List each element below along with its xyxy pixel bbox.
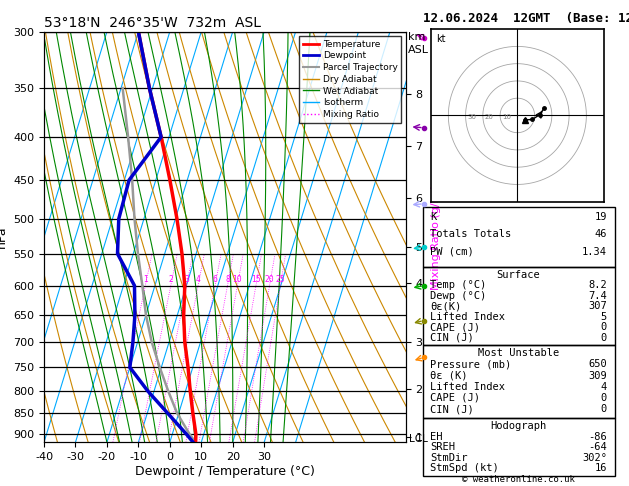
- Text: -86: -86: [588, 432, 607, 441]
- Text: 15: 15: [251, 275, 261, 284]
- Text: 10: 10: [233, 275, 242, 284]
- Text: 8.2: 8.2: [588, 280, 607, 290]
- Text: 19: 19: [594, 212, 607, 222]
- Text: kt: kt: [437, 35, 446, 44]
- Text: 1.34: 1.34: [582, 246, 607, 257]
- Text: Totals Totals: Totals Totals: [430, 229, 511, 239]
- Text: 307: 307: [588, 301, 607, 311]
- Text: 5: 5: [601, 312, 607, 322]
- Text: CIN (J): CIN (J): [430, 332, 474, 343]
- Text: θε (K): θε (K): [430, 370, 468, 381]
- Text: 3: 3: [184, 275, 189, 284]
- Text: θε(K): θε(K): [430, 301, 462, 311]
- Text: StmSpd (kt): StmSpd (kt): [430, 463, 499, 473]
- Text: Most Unstable: Most Unstable: [478, 348, 559, 358]
- Text: Hodograph: Hodograph: [491, 421, 547, 431]
- Text: 302°: 302°: [582, 452, 607, 463]
- Text: PW (cm): PW (cm): [430, 246, 474, 257]
- Text: LCL: LCL: [409, 434, 428, 444]
- Text: 6: 6: [213, 275, 218, 284]
- Text: CAPE (J): CAPE (J): [430, 322, 481, 332]
- Text: EH: EH: [430, 432, 443, 441]
- Legend: Temperature, Dewpoint, Parcel Trajectory, Dry Adiabat, Wet Adiabat, Isotherm, Mi: Temperature, Dewpoint, Parcel Trajectory…: [299, 36, 401, 122]
- Text: 1: 1: [143, 275, 148, 284]
- Text: Surface: Surface: [497, 270, 540, 280]
- Text: Dewp (°C): Dewp (°C): [430, 291, 487, 301]
- Text: 30: 30: [467, 114, 476, 120]
- Text: Pressure (mb): Pressure (mb): [430, 359, 511, 369]
- Text: 4: 4: [601, 382, 607, 392]
- Text: ASL: ASL: [408, 45, 428, 55]
- Text: SREH: SREH: [430, 442, 455, 452]
- Text: 25: 25: [276, 275, 285, 284]
- Text: Lifted Index: Lifted Index: [430, 312, 505, 322]
- Text: K: K: [430, 212, 437, 222]
- Y-axis label: hPa: hPa: [0, 226, 8, 248]
- Bar: [423, 346, 615, 418]
- Text: -64: -64: [588, 442, 607, 452]
- Text: km: km: [408, 32, 425, 42]
- Text: 46: 46: [594, 229, 607, 239]
- Text: 53°18'N  246°35'W  732m  ASL: 53°18'N 246°35'W 732m ASL: [44, 17, 261, 31]
- Text: CAPE (J): CAPE (J): [430, 393, 481, 403]
- Text: 7.4: 7.4: [588, 291, 607, 301]
- Text: 0: 0: [601, 393, 607, 403]
- Bar: [423, 207, 615, 267]
- Text: 16: 16: [594, 463, 607, 473]
- Text: 12.06.2024  12GMT  (Base: 12): 12.06.2024 12GMT (Base: 12): [423, 12, 629, 25]
- Bar: [423, 267, 615, 346]
- Text: © weatheronline.co.uk: © weatheronline.co.uk: [462, 474, 576, 484]
- Text: StmDir: StmDir: [430, 452, 468, 463]
- Text: Mixing Ratio (g/kg): Mixing Ratio (g/kg): [431, 184, 442, 290]
- Bar: [423, 418, 615, 476]
- Text: 2: 2: [169, 275, 173, 284]
- Text: 8: 8: [225, 275, 230, 284]
- Text: 309: 309: [588, 370, 607, 381]
- Text: 0: 0: [601, 322, 607, 332]
- Text: 650: 650: [588, 359, 607, 369]
- Text: 0: 0: [601, 404, 607, 414]
- Text: Lifted Index: Lifted Index: [430, 382, 505, 392]
- Text: 4: 4: [196, 275, 201, 284]
- X-axis label: Dewpoint / Temperature (°C): Dewpoint / Temperature (°C): [135, 465, 314, 478]
- Text: 20: 20: [265, 275, 274, 284]
- Text: Temp (°C): Temp (°C): [430, 280, 487, 290]
- Text: 20: 20: [484, 114, 493, 120]
- Text: 0: 0: [601, 332, 607, 343]
- Text: CIN (J): CIN (J): [430, 404, 474, 414]
- Text: 10: 10: [502, 114, 511, 120]
